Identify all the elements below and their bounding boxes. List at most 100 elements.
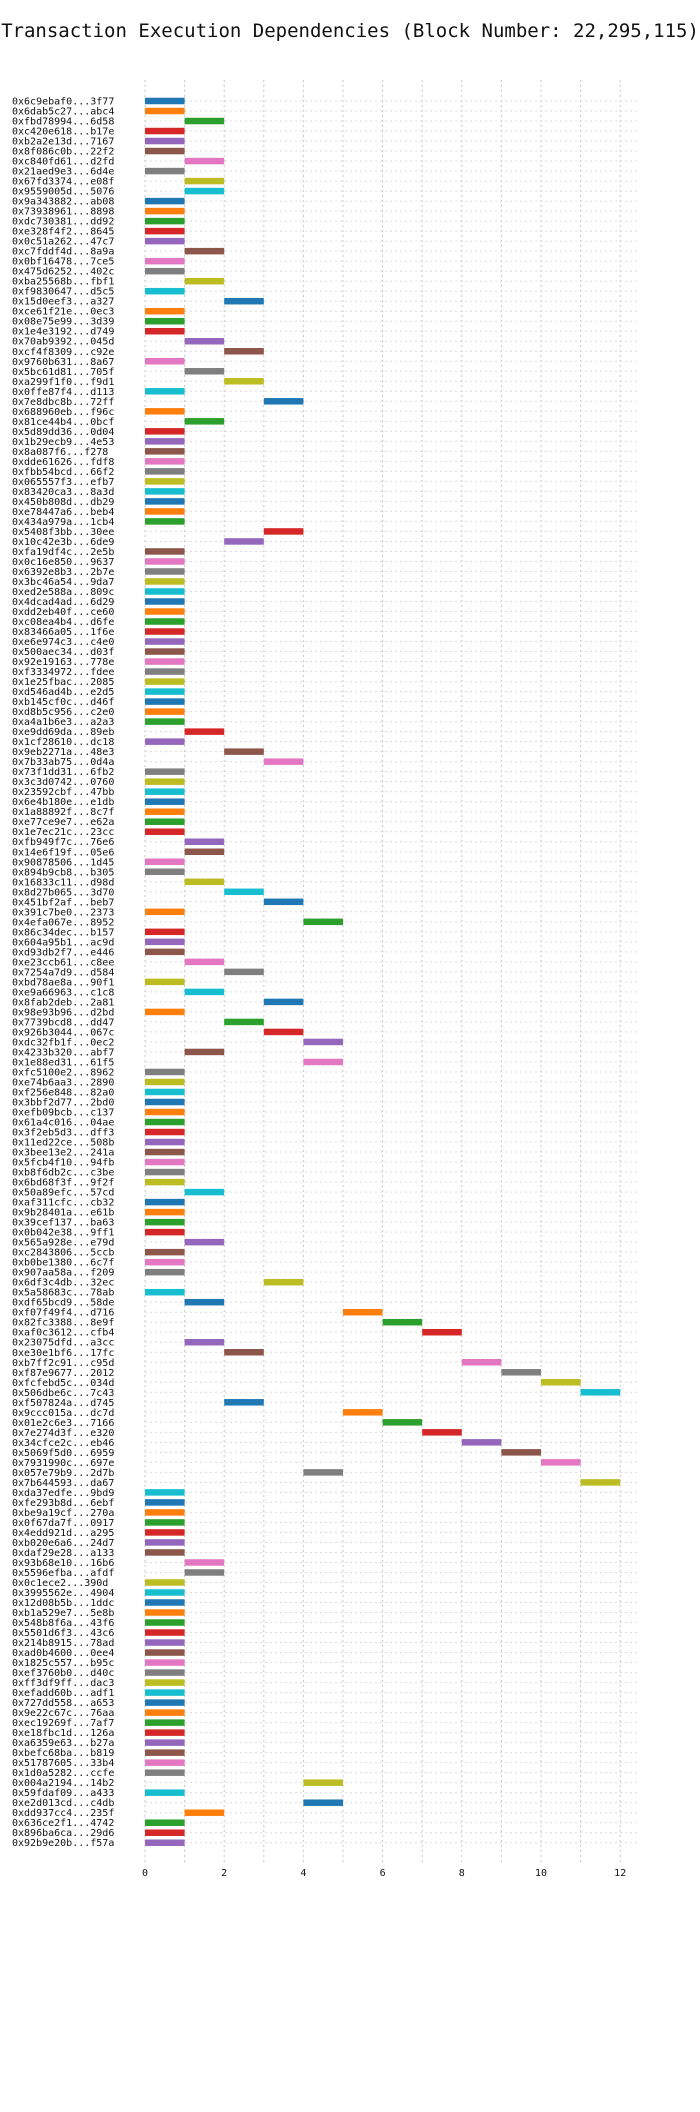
tx-bar <box>145 588 185 595</box>
tx-label: 0xd8b5c956...c2e0 <box>12 707 114 718</box>
tx-bar <box>145 548 185 555</box>
tx-bar <box>145 788 185 795</box>
tx-bar <box>224 968 264 976</box>
tx-label: 0x73938961...8898 <box>12 207 114 218</box>
tx-label: 0x12d08b5b...1ddc <box>12 1598 114 1609</box>
tx-label: 0x9e22c67c...76aa <box>12 1708 114 1719</box>
tx-bar <box>224 538 264 545</box>
tx-bar <box>501 1449 541 1456</box>
tx-bar <box>184 728 225 735</box>
tx-bar <box>263 398 304 405</box>
x-tick-label: 10 <box>535 1868 547 1879</box>
tx-label: 0x6e4b180e...e1db <box>12 797 114 808</box>
tx-label: 0x5a58683c...78ab <box>12 1288 114 1299</box>
tx-bar <box>145 1509 185 1516</box>
tx-bar <box>145 1829 185 1836</box>
tx-bar <box>145 1138 185 1146</box>
tx-bar <box>145 327 185 335</box>
tx-label: 0xda37edfe...9bd9 <box>12 1488 114 1499</box>
tx-bar <box>263 1278 304 1286</box>
tx-label: 0x8f086c0b...22f2 <box>12 147 114 158</box>
tx-bar <box>145 1629 185 1636</box>
tx-bar <box>145 638 185 645</box>
tx-bar <box>145 458 185 465</box>
tx-label: 0x6df3c4db...32ec <box>12 1278 114 1289</box>
tx-bar <box>184 187 225 195</box>
tx-bar <box>145 1839 185 1846</box>
tx-bar <box>303 1779 343 1786</box>
tx-bar <box>145 708 185 715</box>
tx-label: 0x5fcb4f10...94fb <box>12 1158 114 1169</box>
tx-label: 0x7e8dbc8b...72ff <box>12 397 114 408</box>
tx-bar <box>145 1649 185 1656</box>
tx-bar <box>145 1579 185 1586</box>
tx-label: 0xfbd78994...6d58 <box>12 117 114 128</box>
tx-label: 0x81ce44b4...0bcf <box>12 417 114 428</box>
tx-bar <box>145 1609 185 1616</box>
tx-bar <box>145 1639 185 1646</box>
tx-bar <box>501 1369 541 1376</box>
tx-label: 0x6c9ebaf0...3f77 <box>12 97 114 108</box>
tx-bar <box>224 1399 264 1406</box>
tx-bar <box>145 1759 185 1766</box>
tx-label: 0x5bc61d81...705f <box>12 367 114 378</box>
tx-bar <box>145 828 185 835</box>
tx-bar <box>184 988 225 996</box>
tx-bar <box>145 1699 185 1706</box>
x-tick-label: 0 <box>142 1868 148 1879</box>
tx-label: 0xbefc68ba...b819 <box>12 1748 114 1759</box>
tx-bar <box>224 888 264 896</box>
tx-bar <box>303 1058 343 1066</box>
tx-bar <box>184 117 225 125</box>
tx-label: 0x15d0eef3...a327 <box>12 297 114 308</box>
tx-bar <box>145 287 185 295</box>
tx-label: 0xa4a1b6e3...a2a3 <box>12 717 114 728</box>
tx-bar <box>145 488 185 495</box>
tx-bar <box>224 1349 264 1356</box>
tx-label: 0xf07f49f4...d716 <box>12 1308 114 1319</box>
tx-bar <box>145 1589 185 1596</box>
tx-bar <box>461 1439 502 1446</box>
tx-label: 0x83466a05...1f6e <box>12 627 114 638</box>
tx-bar <box>145 1819 185 1826</box>
tx-label: 0x7254a7d9...d584 <box>12 967 114 978</box>
tx-label: 0x1825c557...b95c <box>12 1658 114 1669</box>
tx-bar <box>145 1078 185 1086</box>
tx-bar <box>145 438 185 445</box>
tx-label: 0x0ffe87f4...d113 <box>12 387 114 398</box>
tx-bar <box>303 1799 343 1806</box>
tx-label: 0xfa19df4c...2e5b <box>12 547 114 558</box>
tx-bar <box>461 1359 502 1366</box>
tx-label: 0x9a343882...ab08 <box>12 197 114 208</box>
tx-bar <box>145 1489 185 1496</box>
tx-bar <box>145 1128 185 1136</box>
tx-bar <box>145 508 185 515</box>
tx-bar <box>145 1098 185 1106</box>
tx-bar <box>184 418 225 425</box>
tx-label: 0x5408f3bb...30ee <box>12 527 114 538</box>
tx-label: 0x5501d6f3...43c6 <box>12 1628 114 1639</box>
tx-bar <box>184 1338 225 1346</box>
tx-bar <box>145 1539 185 1546</box>
tx-bar <box>343 1409 383 1416</box>
x-tick-label: 12 <box>614 1868 626 1879</box>
tx-label: 0x896ba6ca...29d6 <box>12 1828 114 1839</box>
tx-bar <box>145 1248 185 1256</box>
tx-bar <box>422 1328 462 1336</box>
tx-label: 0xfb949f7c...76e6 <box>12 837 114 848</box>
tx-label: 0x50a89efc...57cd <box>12 1188 114 1199</box>
tx-label: 0x4edd921d...a295 <box>12 1528 114 1539</box>
tx-label: 0xc420e618...b17e <box>12 127 114 138</box>
tx-bar <box>145 1499 185 1506</box>
tx-bar <box>145 267 185 275</box>
tx-label: 0x688960eb...f96c <box>12 407 114 418</box>
tx-bar <box>184 838 225 845</box>
tx-label: 0xf9830647...d5c5 <box>12 287 114 298</box>
tx-bar <box>145 978 185 986</box>
tx-bar <box>145 598 185 605</box>
tx-label: 0xef3760b0...d40c <box>12 1668 114 1679</box>
tx-label: 0x9b28401a...e61b <box>12 1208 114 1219</box>
tx-label: 0x39cef137...ba63 <box>12 1218 114 1229</box>
tx-label: 0x8d27b065...3d70 <box>12 887 114 898</box>
tx-label: 0x434a979a...1cb4 <box>12 517 114 528</box>
